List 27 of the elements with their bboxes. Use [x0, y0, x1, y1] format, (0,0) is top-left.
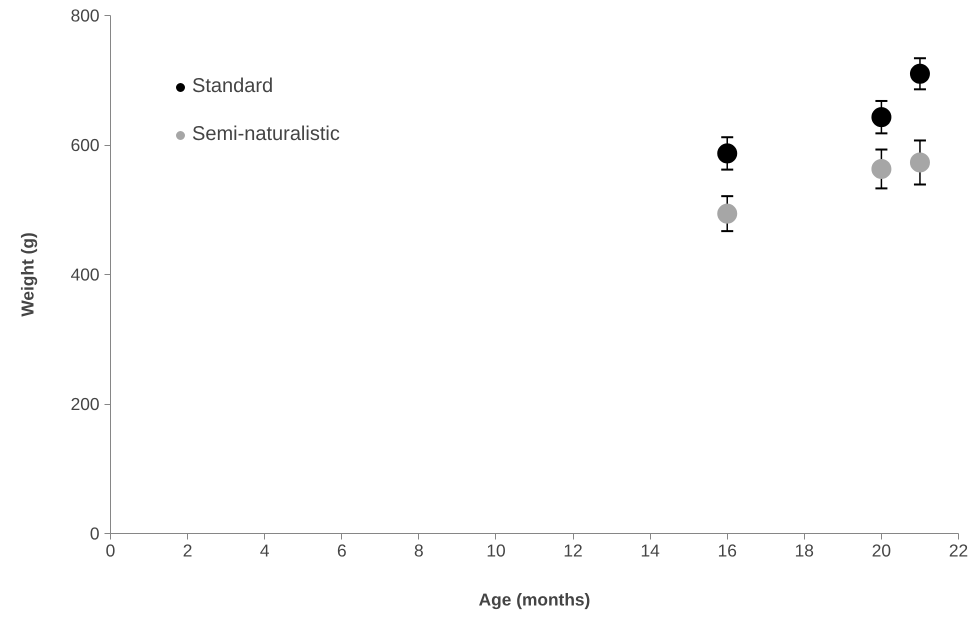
- y-tick-label: 400: [70, 264, 100, 284]
- point: [717, 204, 738, 224]
- y-tick-label: 800: [70, 6, 100, 26]
- x-tick-label: 14: [640, 540, 660, 560]
- y-tick-label: 0: [90, 524, 100, 544]
- x-tick-label: 12: [563, 540, 583, 560]
- point: [871, 158, 892, 179]
- legend-label: Standard: [192, 75, 274, 98]
- y-tick-label: 600: [70, 135, 100, 155]
- x-tick-label: 22: [948, 540, 968, 560]
- x-tick-label: 0: [106, 540, 116, 560]
- x-tick-label: 20: [872, 540, 892, 560]
- point: [910, 64, 930, 84]
- point: [910, 152, 930, 172]
- x-tick-label: 18: [794, 540, 814, 560]
- x-tick-label: 2: [182, 540, 192, 560]
- x-tick-label: 10: [486, 540, 506, 560]
- x-axis-title: Age (months): [478, 590, 590, 610]
- y-axis-title: Weight (g): [18, 232, 38, 317]
- x-tick-label: 4: [260, 540, 270, 560]
- point: [717, 143, 738, 164]
- x-tick-label: 6: [336, 540, 347, 560]
- x-tick-label: 16: [718, 540, 737, 560]
- y-tick-label: 200: [70, 394, 100, 414]
- x-tick-label: 8: [414, 540, 424, 560]
- point: [871, 107, 892, 128]
- legend-label: Semi-naturalistic: [192, 123, 340, 146]
